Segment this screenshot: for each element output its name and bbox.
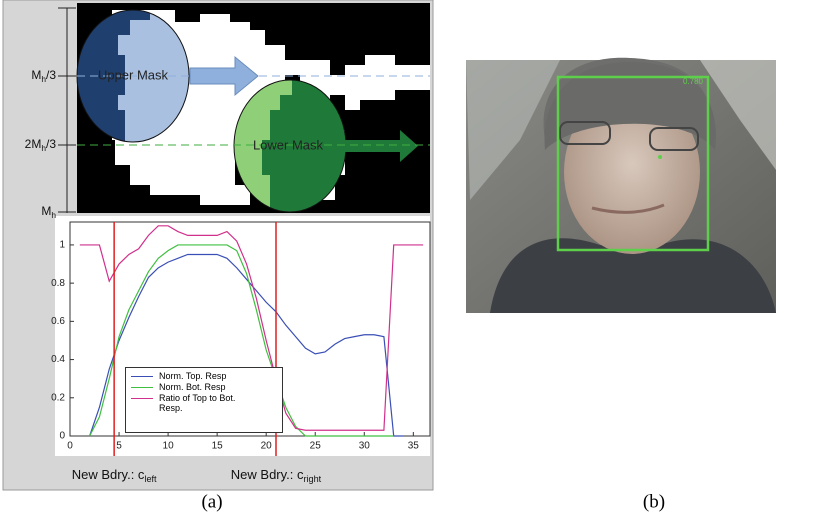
x-tick-label: 35: [408, 441, 420, 452]
upper-mask-label: Upper Mask: [98, 67, 169, 82]
mask-axis: [58, 7, 76, 213]
y-tick-label: 0.4: [51, 354, 65, 365]
legend-box: Norm. Top. Resp Norm. Bot. Resp Ratio of T…: [125, 367, 283, 433]
x-tick-label: 30: [359, 441, 371, 452]
lower-mask-label: Lower Mask: [253, 137, 324, 152]
y-tick-label: 0.6: [51, 316, 65, 327]
y-tick-label: 0: [59, 431, 65, 442]
subscript: left: [144, 474, 157, 484]
subscript: h: [41, 143, 46, 153]
y-tick-label: 0.2: [51, 392, 65, 403]
subscript: h: [51, 210, 56, 220]
y-tick-label: 1: [59, 240, 65, 251]
x-tick-label: 10: [163, 441, 175, 452]
x-tick-label: 25: [310, 441, 322, 452]
plot-frame: [69, 221, 431, 437]
boundary-label: New Bdry.: cleft: [72, 467, 157, 484]
y-tick-label: 0.8: [51, 278, 65, 289]
x-tick-label: 0: [67, 441, 73, 452]
legend-entry: Ratio of Top to Bot. Resp.: [129, 393, 279, 413]
label-part: M: [41, 204, 51, 218]
subscript: right: [304, 474, 322, 484]
series-line: [89, 253, 404, 437]
legend-swatch: [131, 398, 153, 399]
label-part: M: [31, 68, 41, 82]
plot: 00.20.40.60.810 5 10 15 20 25 30 35: [51, 222, 424, 456]
caption-b: (b): [643, 491, 665, 512]
mask-axis-label: 2Mh/3: [25, 137, 57, 153]
detection-score: 0.780: [683, 77, 704, 86]
mask-axis-label: Mh/3: [31, 68, 56, 84]
legend-label: Ratio of Top to Bot. Resp.: [159, 393, 236, 413]
mask-axis-label: Mh: [41, 204, 56, 220]
x-tick-label: 15: [212, 441, 224, 452]
legend-swatch: [131, 387, 153, 388]
caption-a: (a): [201, 491, 222, 512]
x-tick-label: 5: [116, 441, 122, 452]
label-part: New Bdry.: c: [72, 467, 145, 482]
legend-entry: Norm. Bot. Resp: [129, 382, 279, 392]
legend-label: Norm. Top. Resp: [159, 371, 227, 381]
x-tick-label: 20: [261, 441, 273, 452]
label-part: /3: [46, 137, 56, 151]
mask-image: Upper Mask Lower Mask: [76, 3, 430, 213]
legend-swatch: [131, 376, 153, 377]
label-part: /3: [46, 68, 56, 82]
label-part: New Bdry.: c: [231, 467, 304, 482]
series-line: [79, 225, 424, 431]
photo: 0.780: [466, 57, 776, 313]
legend-label: Norm. Bot. Resp: [159, 382, 226, 392]
legend-entry: Norm. Top. Resp: [129, 371, 279, 381]
series-line: [89, 244, 394, 437]
boundary-label: New Bdry.: cright: [231, 467, 322, 484]
subscript: h: [41, 74, 46, 84]
label-part: 2M: [25, 137, 42, 151]
